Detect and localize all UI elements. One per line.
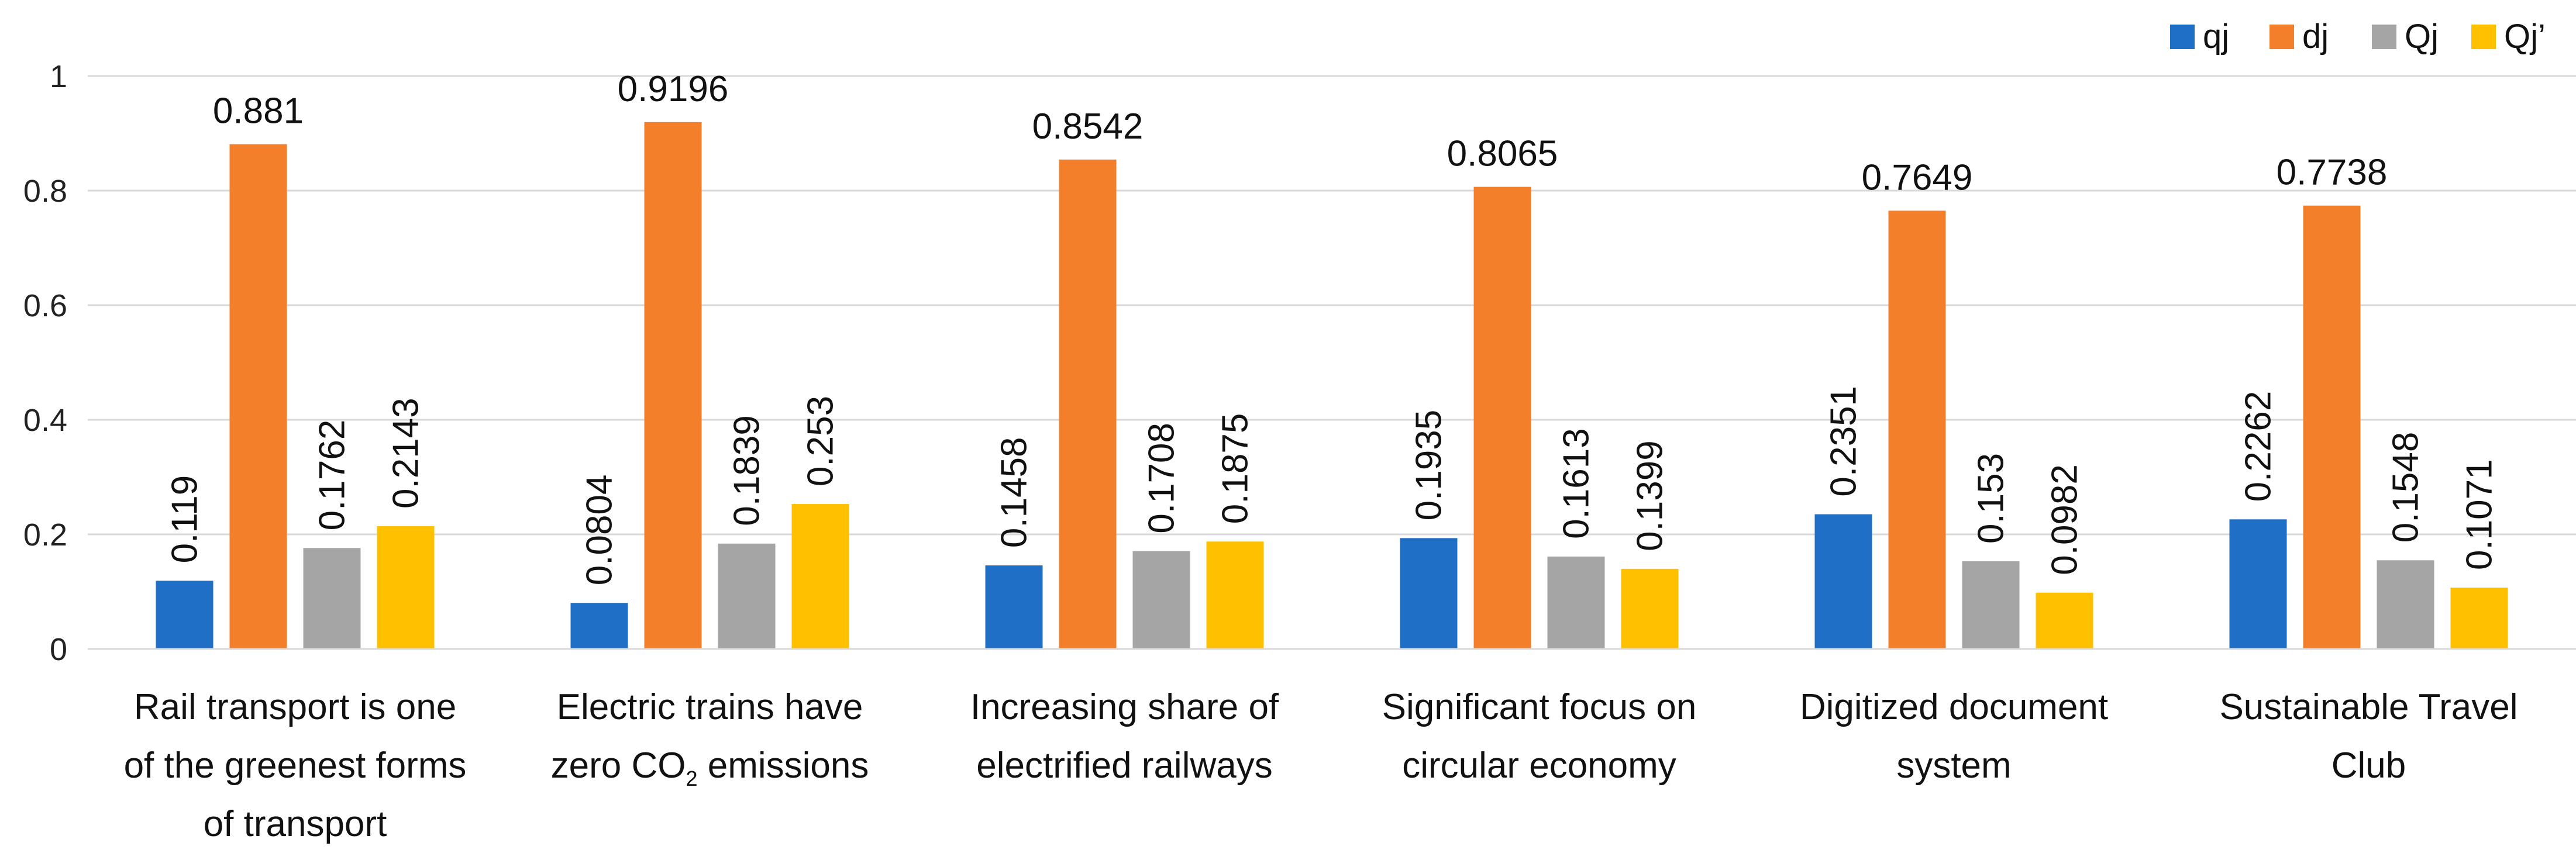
bar-qj-5 [2229,519,2287,649]
bar-Qj-3 [1621,568,1679,649]
data-label: 0.1762 [312,420,353,531]
bar-Qj-4 [1962,561,2020,649]
bar-Qj-4 [2036,592,2093,649]
x-tick-label: of transport [204,804,387,844]
data-label: 0.8542 [1032,106,1144,147]
bar-qj-0 [156,581,213,649]
y-tick-label: 0.8 [23,174,67,209]
bar-Qj-0 [377,526,435,649]
x-tick-label: Rail transport is one [134,687,456,727]
bar-dj-0 [229,144,287,649]
y-tick-label: 0.4 [23,403,67,438]
bar-qj-4 [1814,514,1872,649]
bar-qj-3 [1400,538,1458,649]
data-label: 0.1071 [2460,459,2500,570]
data-label: 0.881 [213,91,304,132]
data-label: 0.1875 [1215,413,1256,524]
data-label: 0.1935 [1409,410,1449,521]
legend-swatch [2471,25,2496,49]
y-tick-label: 1 [50,59,67,94]
data-label: 0.0804 [580,475,620,586]
data-label: 0.2351 [1824,386,1864,497]
legend-label: dj [2302,18,2329,56]
bar-qj-2 [985,565,1043,649]
x-tick-label: circular economy [1402,745,1676,786]
data-label: 0.7738 [2277,153,2388,193]
legend-swatch [2170,25,2195,49]
bar-Qj-3 [1547,556,1605,649]
y-tick-label: 0 [50,632,67,667]
x-tick-label: Sustainable Travel [2219,687,2518,727]
data-label: 0.1548 [2386,432,2426,543]
bar-Qj-2 [1132,551,1190,649]
x-tick-label: Significant focus on [1382,687,1697,727]
bar-dj-1 [644,122,702,650]
data-label: 0.7649 [1862,157,1973,198]
bar-Qj-5 [2450,588,2508,649]
bar-qj-1 [570,603,628,649]
x-tick-label: of the greenest forms [124,745,467,786]
x-tick-label: Increasing share of [970,687,1279,727]
data-label: 0.2143 [386,398,426,509]
bar-Qj-1 [718,543,776,649]
data-label: 0.8065 [1447,134,1558,174]
data-label: 0.0982 [2045,464,2085,575]
bar-dj-3 [1473,187,1531,649]
data-label: 0.119 [165,475,205,564]
data-label: 0.1839 [727,415,767,526]
data-label: 0.1458 [994,437,1035,548]
bar-dj-4 [1888,210,1946,649]
x-tick-label: Club [2332,745,2406,786]
data-label: 0.1708 [1142,423,1182,534]
data-label: 0.153 [1971,453,2012,544]
data-label: 0.2262 [2238,391,2279,502]
bars [156,122,2508,650]
y-tick-label: 0.6 [23,288,67,323]
x-tick-label: Digitized document [1800,687,2108,727]
data-label: 0.1399 [1630,440,1671,551]
data-label: 0.253 [801,396,841,486]
legend: qj dj Qj Qj’ [2170,18,2546,56]
bar-Qj-5 [2377,560,2434,649]
bar-dj-2 [1059,159,1117,649]
x-tick-label: zero CO2 emissions [551,745,869,790]
x-tick-label: system [1896,745,2011,786]
data-label: 0.9196 [618,69,729,109]
bar-dj-5 [2303,205,2361,649]
x-tick-label: electrified railways [976,745,1273,786]
legend-label: Qj [2405,18,2439,56]
legend-swatch [2270,25,2294,49]
y-axis: 0 0.2 0.4 0.6 0.8 1 [23,59,67,667]
y-tick-label: 0.2 [23,517,67,552]
data-label: 0.1613 [1556,428,1597,539]
gridlines [88,75,2576,536]
legend-label: qj [2203,18,2229,56]
bar-Qj-0 [303,548,361,649]
legend-swatch [2372,25,2396,49]
data-labels: 0.119 0.0804 0.1458 0.1935 0.2351 0.2262 0.881… [165,69,2500,585]
x-axis: Rail transport is one of the greenest for… [88,648,2576,844]
legend-label: Qj’ [2504,18,2546,56]
x-tick-label: Electric trains have [557,687,863,727]
bar-Qj-1 [791,504,849,649]
bar-Qj-2 [1206,541,1264,649]
